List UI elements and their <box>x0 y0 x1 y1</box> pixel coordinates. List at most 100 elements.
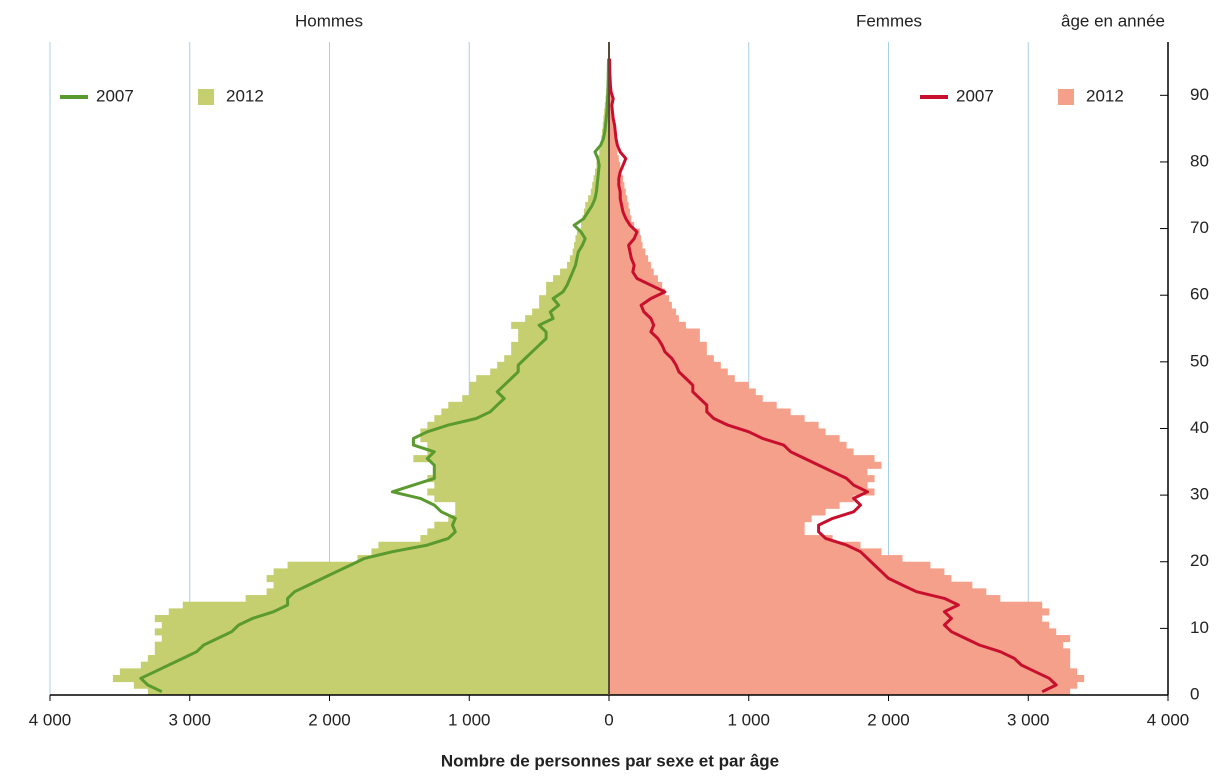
bar <box>273 581 609 589</box>
y-tick-label: 10 <box>1190 618 1209 637</box>
bar <box>609 421 819 429</box>
bar <box>572 248 609 256</box>
bar <box>490 368 609 376</box>
bar <box>546 288 609 296</box>
bar <box>504 355 609 363</box>
y-tick-label: 70 <box>1190 218 1209 237</box>
bar <box>609 208 630 216</box>
legend-label: 2012 <box>1086 86 1124 105</box>
x-tick-label: 0 <box>604 710 613 729</box>
bar <box>133 681 609 689</box>
bar <box>609 581 973 589</box>
bar <box>609 435 840 443</box>
bar <box>434 468 609 476</box>
bar <box>497 361 609 369</box>
bar <box>420 435 609 443</box>
bar <box>609 608 1050 616</box>
bar <box>525 315 609 323</box>
bar <box>147 688 609 696</box>
legend-label: 2012 <box>226 86 264 105</box>
bar <box>553 275 609 283</box>
bar <box>434 521 609 529</box>
y-tick-label: 20 <box>1190 551 1209 570</box>
bar <box>154 641 609 649</box>
legend-swatch <box>1058 89 1074 105</box>
bar <box>609 668 1078 676</box>
bar <box>609 155 619 163</box>
bar <box>609 408 791 416</box>
bar <box>609 361 721 369</box>
bar <box>469 381 609 389</box>
bar <box>119 668 609 676</box>
bar <box>609 141 617 150</box>
bar <box>609 335 700 343</box>
panel-title: Femmes <box>856 11 922 30</box>
bar <box>609 315 679 323</box>
bar <box>539 301 609 309</box>
bar <box>609 615 1043 623</box>
bar <box>539 295 609 303</box>
bar <box>609 188 626 196</box>
bar <box>592 181 609 189</box>
bar <box>609 468 868 476</box>
bar <box>245 595 609 603</box>
bar <box>161 621 610 629</box>
bar <box>609 281 663 289</box>
bar <box>448 515 609 523</box>
bar <box>609 501 840 509</box>
bar <box>413 455 609 463</box>
bar <box>609 255 649 263</box>
bar <box>511 321 609 329</box>
bar <box>266 588 609 596</box>
bar <box>609 135 616 143</box>
bar <box>112 675 609 683</box>
bar <box>427 488 609 496</box>
x-tick-label: 2 000 <box>867 710 910 729</box>
bar <box>371 548 609 556</box>
bar <box>609 555 903 563</box>
bar <box>427 528 609 536</box>
bar <box>609 488 875 496</box>
bar <box>609 388 756 396</box>
bar <box>609 161 621 170</box>
legend-label: 2007 <box>956 86 994 105</box>
bar <box>434 461 609 469</box>
bar <box>609 481 868 489</box>
bar <box>609 201 629 209</box>
bar <box>609 355 714 363</box>
bar <box>609 648 1071 656</box>
bar <box>574 241 609 249</box>
line <box>608 58 1058 694</box>
bar <box>609 561 931 569</box>
bar <box>609 515 812 523</box>
bar <box>357 555 609 563</box>
bar <box>609 475 875 483</box>
bar <box>582 215 609 223</box>
bar <box>427 421 609 429</box>
bar <box>154 615 609 623</box>
y-tick-label: 40 <box>1190 418 1209 437</box>
bar <box>576 228 609 236</box>
bar <box>569 255 609 263</box>
line <box>139 58 611 694</box>
bar <box>601 135 609 143</box>
bar <box>609 461 882 469</box>
bar <box>182 601 609 609</box>
bar <box>609 448 854 456</box>
bar <box>546 281 609 289</box>
bar <box>420 428 609 436</box>
bar <box>609 641 1064 649</box>
bar <box>462 395 609 403</box>
bar <box>532 308 609 316</box>
bar <box>518 335 609 343</box>
bar <box>609 395 763 403</box>
bar <box>609 455 875 463</box>
bar <box>469 388 609 396</box>
bar <box>609 375 735 383</box>
bar <box>378 541 609 549</box>
bar <box>609 95 612 103</box>
bar <box>609 428 826 436</box>
bar <box>609 148 618 156</box>
bar <box>596 161 609 170</box>
bar <box>609 248 646 256</box>
